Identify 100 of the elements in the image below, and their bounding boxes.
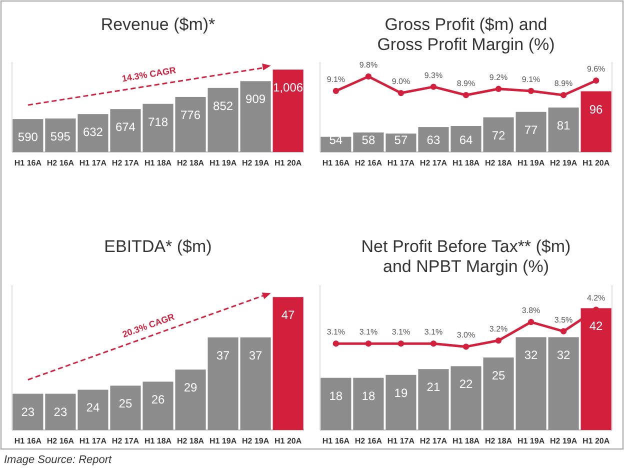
x-tick-label: H1 18A <box>452 158 480 168</box>
chart-title: Gross Profit ($m) and Gross Profit Margin (%) <box>377 15 555 54</box>
data-label: 26 <box>151 392 165 407</box>
x-tick-label: H2 19A <box>242 158 270 168</box>
x-tick-label: H1 17A <box>387 436 415 446</box>
data-label: 23 <box>54 404 68 419</box>
point <box>560 328 567 334</box>
x-tick-label: H2 16A <box>46 158 74 168</box>
data-label: 9.3% <box>424 70 443 80</box>
x-tick-label: H2 19A <box>242 436 270 446</box>
data-label: 3.1% <box>359 328 378 337</box>
x-tick-label: H1 20A <box>274 158 302 168</box>
data-label: 632 <box>82 125 104 140</box>
x-tick-label: H1 19A <box>209 436 237 446</box>
text: Image Source: Report <box>4 454 113 466</box>
data-label: 4.2% <box>586 294 606 303</box>
x-tick-label: H2 18A <box>484 158 512 168</box>
data-label: 718 <box>148 114 168 129</box>
data-label: 21 <box>426 380 440 394</box>
x-tick-label: H1 16A <box>14 436 42 446</box>
chart-title: Revenue ($m)* <box>100 15 216 34</box>
x-tick-label: H2 18A <box>176 158 204 168</box>
point <box>462 344 470 350</box>
x-tick-label: H2 16A <box>354 158 382 168</box>
data-label: 81 <box>556 118 571 133</box>
data-label: 25 <box>118 396 132 411</box>
data-label: 776 <box>180 108 201 122</box>
point <box>398 90 404 96</box>
x-tick-label: H2 17A <box>420 436 448 446</box>
data-label: 25 <box>492 368 506 382</box>
x-tick-label: H2 19A <box>550 436 578 446</box>
x-tick-label: H2 18A <box>176 436 204 446</box>
data-label: 9.1% <box>326 74 346 84</box>
data-label: 37 <box>248 348 263 362</box>
chart-title: EBITDA* ($m) <box>104 237 212 256</box>
x-tick-label: H1 19A <box>209 158 237 168</box>
x-tick-label: H2 17A <box>420 158 448 168</box>
data-label: 47 <box>281 308 296 322</box>
data-label: 8.9% <box>554 79 573 88</box>
point <box>398 340 404 347</box>
chart-title: Net Profit Before Tax** ($m) and NPBT Margin (%) <box>361 237 571 276</box>
data-label: 3.2% <box>489 324 508 334</box>
data-label: 590 <box>18 130 38 144</box>
data-label: 3.1% <box>326 328 346 337</box>
data-label: 18 <box>329 388 343 403</box>
data-label: 29 <box>184 380 198 395</box>
data-label: 595 <box>50 129 71 144</box>
x-tick-label: H2 16A <box>354 436 382 446</box>
point <box>332 88 340 94</box>
data-label: 63 <box>426 133 440 147</box>
bar <box>548 337 579 430</box>
x-tick-label: H1 17A <box>79 436 107 446</box>
data-label: 9.0% <box>392 77 410 86</box>
bar <box>320 378 352 430</box>
data-label: 3.5% <box>554 315 573 324</box>
x-tick-label: H2 19A <box>550 158 578 168</box>
data-label: 22 <box>459 377 473 392</box>
data-label: 1,006 <box>273 80 304 95</box>
data-label: 57 <box>394 133 408 147</box>
annotation: 14.3% CAGR <box>121 64 178 84</box>
data-label: 96 <box>589 102 604 116</box>
data-label: 58 <box>362 133 376 147</box>
data-label: 3.1% <box>392 328 410 337</box>
data-label: 9.8% <box>359 60 378 70</box>
point <box>365 340 372 347</box>
data-label: 19 <box>394 386 408 400</box>
x-tick-label: H2 17A <box>112 436 140 446</box>
x-tick-label: H1 17A <box>79 158 107 168</box>
x-tick-label: H2 17A <box>112 158 140 168</box>
x-tick-label: H1 20A <box>582 436 610 446</box>
point <box>528 318 534 326</box>
point <box>495 86 502 92</box>
x-tick-label: H2 18A <box>484 436 512 446</box>
data-label: 72 <box>492 128 506 142</box>
data-label: 852 <box>213 98 234 113</box>
point <box>332 340 340 347</box>
point <box>528 88 534 94</box>
x-tick-label: H1 18A <box>452 436 480 446</box>
data-label: 32 <box>556 348 571 362</box>
x-tick-label: H1 18A <box>144 436 172 446</box>
data-label: 24 <box>86 400 100 415</box>
point <box>560 92 567 98</box>
point <box>462 92 470 98</box>
point <box>430 340 437 347</box>
point <box>365 73 372 80</box>
x-tick-label: H1 18A <box>144 158 172 168</box>
x-tick-label: H1 20A <box>274 436 302 446</box>
data-label: 909 <box>246 92 266 106</box>
x-tick-label: H1 19A <box>517 436 545 446</box>
annotation: 20.3% CAGR <box>121 312 176 340</box>
bar <box>386 374 416 430</box>
data-label: 23 <box>21 404 35 419</box>
data-label: 8.9% <box>456 79 476 88</box>
data-label: 37 <box>216 348 230 362</box>
data-label: 42 <box>589 319 604 334</box>
x-tick-label: H1 17A <box>387 158 415 168</box>
point <box>430 84 437 90</box>
x-tick-label: H1 19A <box>517 158 545 168</box>
point <box>592 78 600 84</box>
point <box>495 337 502 344</box>
